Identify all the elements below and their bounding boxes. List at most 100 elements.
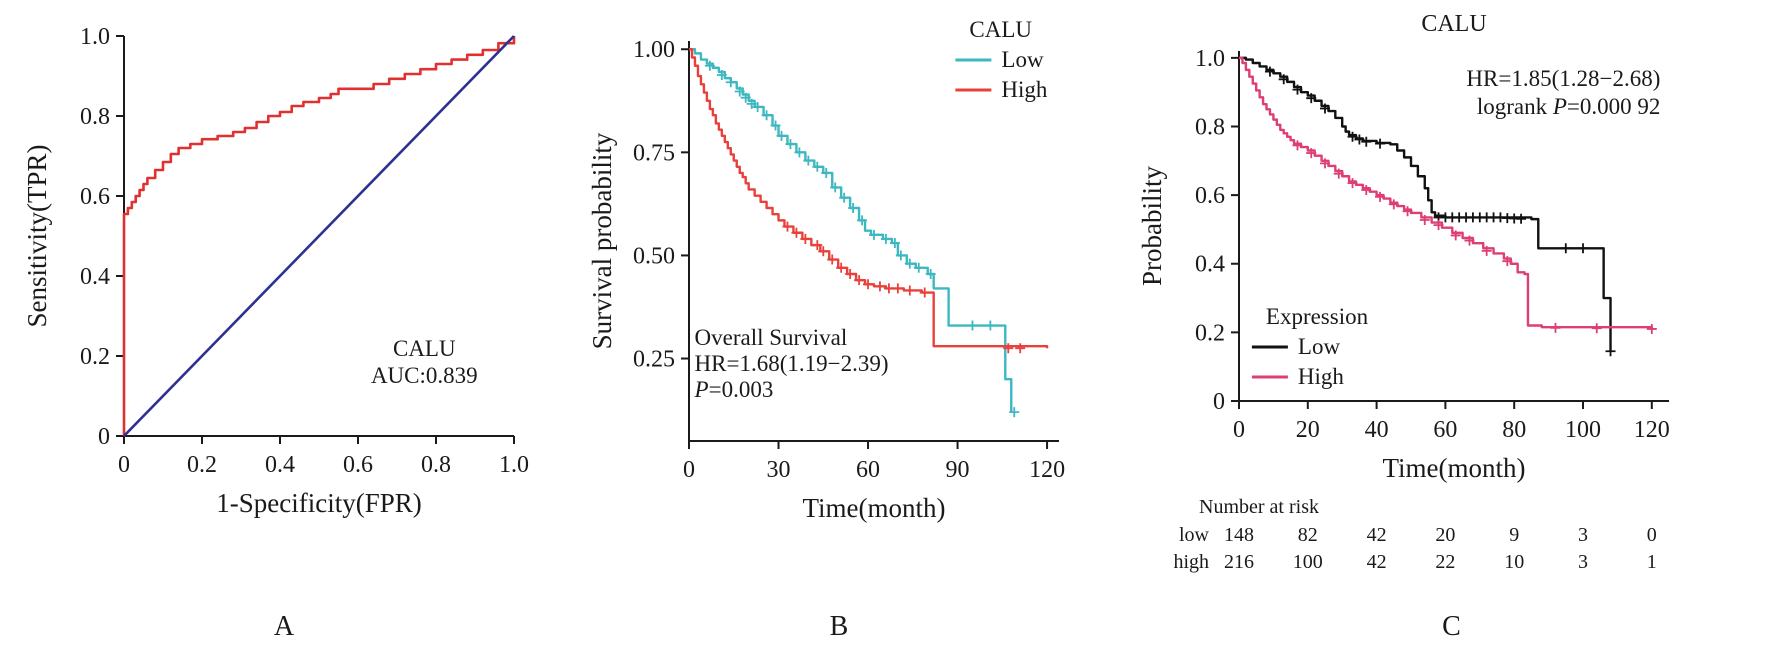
censor-mark — [919, 287, 930, 298]
legend-label: High — [1298, 364, 1345, 389]
panel-a-label: A — [273, 611, 295, 642]
censor-mark — [874, 281, 885, 292]
censor-mark — [1354, 134, 1365, 145]
panel-a: 0 0.2 0.4 0.6 0.8 1.0 0 0.2 0.4 0.6 0.8 1.0 1-Specif… — [14, 6, 554, 651]
censor-mark — [880, 233, 891, 244]
y-tick-label: 0.4 — [80, 264, 110, 290]
risk-value: 42 — [1367, 524, 1387, 546]
y-tick-label: 0.2 — [1195, 320, 1225, 346]
annotation: AUC:0.839 — [371, 363, 478, 388]
x-tick-label: 0.6 — [343, 452, 373, 478]
censor-mark — [812, 240, 823, 251]
y-tick-label: 0.8 — [1195, 114, 1225, 140]
censor-mark — [1502, 256, 1513, 267]
censor-mark — [904, 258, 915, 269]
x-tick-label: 20 — [1296, 417, 1320, 443]
censor-mark — [1605, 346, 1616, 357]
annotation: HR=1.68(1.19−2.39) — [695, 351, 889, 376]
censor-mark — [782, 221, 793, 232]
censor-mark — [827, 254, 838, 265]
risk-table-title: Number at risk — [1199, 496, 1319, 518]
risk-row-label: low — [1179, 524, 1210, 546]
x-axis-label: Time(month) — [802, 493, 945, 523]
axes: 0 30 60 90 120 0.25 0.50 0.75 1.00 — [633, 37, 1065, 483]
censor-mark — [1591, 323, 1602, 334]
risk-value: 1 — [1647, 551, 1657, 573]
risk-value: 20 — [1435, 524, 1455, 546]
legend-label: Low — [1298, 334, 1341, 359]
axes: 0 20 40 60 80 100 120 0 0.2 0.4 0.6 0.8 1.0 — [1195, 46, 1670, 443]
x-tick-label: 0.4 — [265, 452, 295, 478]
censor-mark — [785, 139, 796, 150]
censor-mark — [1560, 243, 1571, 254]
censor-mark — [1015, 343, 1026, 354]
x-tick-label: 0.2 — [187, 452, 217, 478]
censor-mark — [1375, 138, 1386, 149]
censor-mark — [734, 86, 745, 97]
censor-mark — [839, 192, 850, 203]
x-axis-label: 1-Specificity(FPR) — [216, 488, 421, 518]
censor-mark — [803, 155, 814, 166]
annotation: HR=1.85(1.28−2.68) — [1466, 66, 1660, 91]
censor-mark — [1306, 148, 1317, 159]
risk-value: 148 — [1224, 524, 1254, 546]
censor-mark — [1419, 214, 1430, 225]
risk-value: 216 — [1224, 551, 1254, 573]
x-tick-label: 30 — [767, 457, 791, 483]
censor-mark — [752, 101, 763, 112]
x-tick-label: 60 — [1433, 417, 1457, 443]
censor-mark — [1347, 178, 1358, 189]
risk-value: 9 — [1509, 524, 1519, 546]
censor-mark — [830, 182, 841, 193]
censor-mark — [889, 238, 900, 249]
censor-mark — [776, 130, 787, 141]
x-tick-label: 120 — [1634, 417, 1670, 443]
censor-mark — [821, 167, 832, 178]
y-tick-label: 0 — [98, 424, 110, 450]
censor-mark — [1402, 206, 1413, 217]
censor-mark — [1320, 103, 1330, 114]
annotation: P=0.003 — [694, 377, 774, 402]
risk-row-label: high — [1173, 551, 1209, 573]
series-low — [689, 48, 1013, 413]
x-tick-label: 1.0 — [499, 452, 529, 478]
y-axis-label: Probability — [1137, 166, 1167, 286]
censor-mark — [1578, 243, 1588, 254]
y-tick-label: 0.4 — [1195, 252, 1225, 278]
risk-value: 82 — [1298, 524, 1318, 546]
panel-c-label: C — [1442, 611, 1461, 642]
x-tick-label: 0 — [1233, 417, 1245, 443]
x-tick-label: 40 — [1365, 417, 1389, 443]
censor-mark — [848, 203, 859, 214]
y-tick-label: 1.0 — [1195, 46, 1225, 72]
axes: 0 0.2 0.4 0.6 0.8 1.0 0 0.2 0.4 0.6 0.8 1.0 — [80, 24, 529, 478]
x-tick-label: 60 — [856, 457, 880, 483]
censor-mark — [716, 70, 727, 81]
censor-mark — [892, 283, 903, 294]
annotation: Overall Survival — [695, 325, 848, 350]
legend-label: High — [1001, 77, 1048, 102]
x-tick-label: 0 — [683, 457, 695, 483]
censor-mark — [836, 262, 847, 273]
censor-mark — [725, 77, 736, 88]
censor-mark — [1320, 158, 1330, 169]
y-tick-label: 0.50 — [633, 243, 675, 269]
censor-mark — [740, 92, 751, 103]
censor-mark — [1361, 184, 1372, 195]
censor-mark — [883, 283, 894, 294]
censor-mark — [895, 250, 906, 261]
censor-mark — [1306, 93, 1317, 104]
censor-mark — [925, 268, 936, 279]
y-tick-label: 0 — [1213, 389, 1225, 415]
censor-mark — [1550, 322, 1561, 333]
censor-mark — [1481, 245, 1492, 256]
censor-mark — [1433, 220, 1444, 231]
y-axis-label: Sensitivity(TPR) — [22, 144, 52, 327]
x-tick-label: 0 — [118, 452, 130, 478]
risk-value: 3 — [1578, 524, 1588, 546]
censor-mark — [904, 285, 915, 296]
censor-mark — [913, 262, 924, 273]
censor-mark — [1347, 131, 1358, 142]
legend-label: Low — [1001, 47, 1044, 72]
